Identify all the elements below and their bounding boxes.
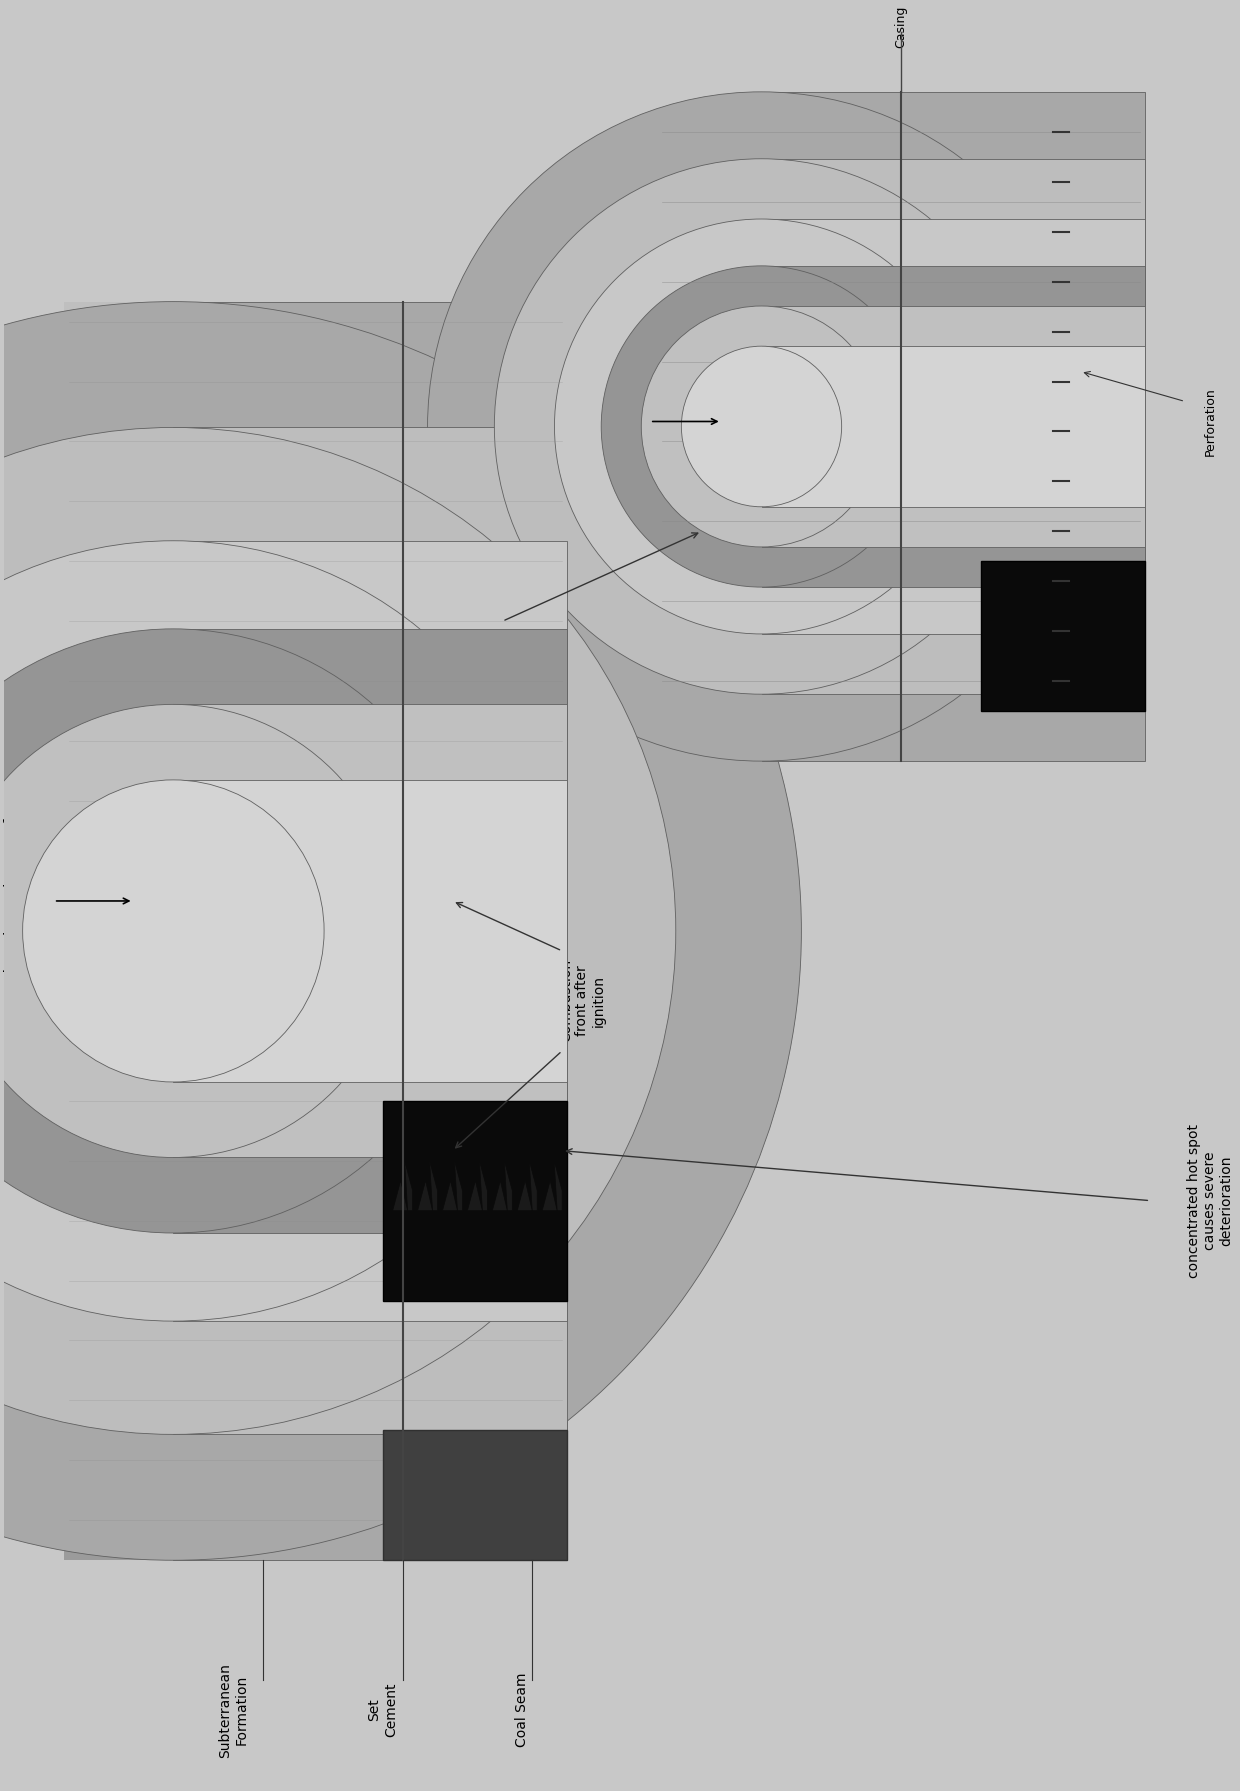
Bar — [174, 779, 567, 1082]
Text: heat is
conducted
away &
distributed
along the
wellbore: heat is conducted away & distributed alo… — [386, 614, 480, 690]
Polygon shape — [443, 1161, 463, 1211]
Bar — [63, 781, 567, 1051]
Ellipse shape — [495, 159, 1029, 695]
Bar — [761, 306, 1146, 546]
Text: Combustion
front after
ignition: Combustion front after ignition — [559, 960, 605, 1042]
Bar — [63, 1431, 567, 1560]
Bar — [63, 1281, 567, 1431]
Ellipse shape — [428, 91, 1095, 761]
Bar — [761, 265, 1146, 587]
Ellipse shape — [0, 428, 676, 1435]
Bar — [761, 346, 1146, 507]
Bar — [174, 629, 567, 1232]
Bar — [981, 561, 1146, 711]
Ellipse shape — [681, 346, 842, 507]
Text: Casing: Casing — [894, 5, 908, 48]
Polygon shape — [467, 1161, 487, 1211]
Bar — [761, 219, 1146, 634]
Ellipse shape — [0, 629, 475, 1232]
Bar — [761, 91, 1146, 761]
Polygon shape — [393, 1161, 413, 1211]
Ellipse shape — [22, 779, 324, 1082]
Polygon shape — [492, 1161, 512, 1211]
Bar — [63, 541, 567, 781]
Text: Coal Seam: Coal Seam — [516, 1673, 529, 1748]
Ellipse shape — [601, 265, 921, 587]
Polygon shape — [418, 1161, 438, 1211]
Bar — [174, 301, 567, 1560]
Text: Subterranean
Formation: Subterranean Formation — [218, 1662, 248, 1757]
Text: Perforation: Perforation — [1204, 387, 1216, 457]
Bar — [174, 541, 567, 1322]
Ellipse shape — [554, 219, 968, 634]
Bar — [383, 1101, 567, 1300]
Text: Set
Cement: Set Cement — [367, 1684, 398, 1737]
Ellipse shape — [641, 306, 882, 546]
Ellipse shape — [0, 301, 801, 1560]
Ellipse shape — [0, 541, 563, 1322]
Bar — [383, 1431, 567, 1560]
Polygon shape — [517, 1161, 537, 1211]
Text: Sheath made out of the
cement system: Sheath made out of the cement system — [603, 322, 641, 519]
Text: Sheath made out of
Portland cement with silica: Sheath made out of Portland cement with … — [5, 788, 43, 1014]
Bar — [174, 428, 567, 1435]
Bar — [761, 159, 1146, 695]
Bar — [174, 704, 567, 1157]
Text: concentrated hot spot
causes severe
deterioration: concentrated hot spot causes severe dete… — [1187, 1123, 1234, 1277]
Bar — [63, 1051, 567, 1281]
Ellipse shape — [0, 704, 399, 1157]
Polygon shape — [542, 1161, 562, 1211]
Bar — [63, 301, 567, 541]
